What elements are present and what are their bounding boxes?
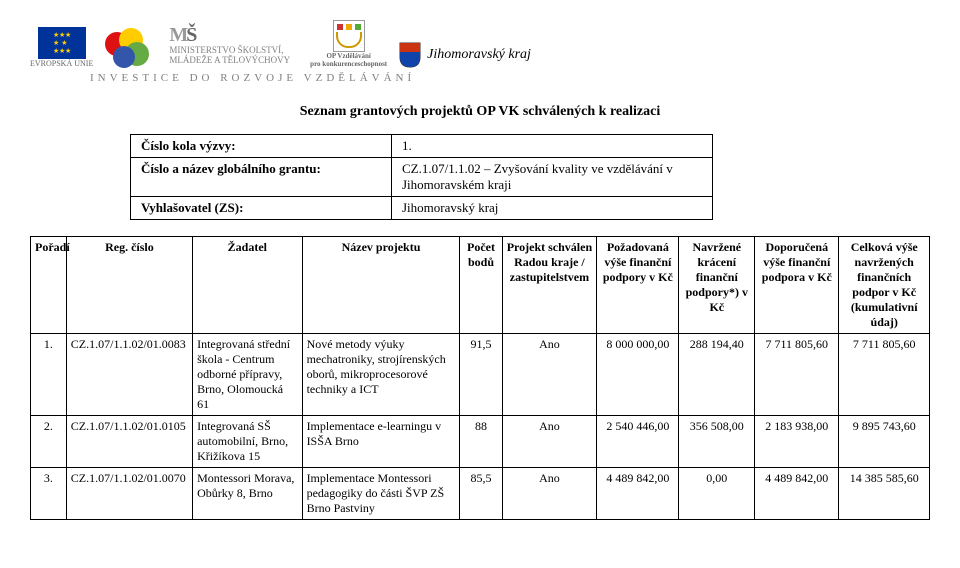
cell-zadatel: Integrovaná SŠ automobilní, Brno, Křižík… bbox=[193, 416, 302, 468]
table-row: 3. CZ.1.07/1.1.02/01.0070 Montessori Mor… bbox=[31, 468, 930, 520]
meta-value: 1. bbox=[392, 135, 713, 158]
cell-celk: 14 385 585,60 bbox=[839, 468, 930, 520]
cell-schvalen: Ano bbox=[502, 416, 597, 468]
cell-pozad: 2 540 446,00 bbox=[597, 416, 679, 468]
table-row: 1. CZ.1.07/1.1.02/01.0083 Integrovaná st… bbox=[31, 334, 930, 416]
cell-poradi: 1. bbox=[31, 334, 67, 416]
cell-body: 91,5 bbox=[460, 334, 502, 416]
cell-zadatel: Montessori Morava, Obůrky 8, Brno bbox=[193, 468, 302, 520]
jmk-label: Jihomoravský kraj bbox=[427, 47, 531, 63]
tagline: INVESTICE DO ROZVOJE VZDĚLÁVÁNÍ bbox=[90, 72, 930, 84]
col-celk: Celková výše navržených finančních podpo… bbox=[839, 237, 930, 334]
opvk-line2: pro konkurenceschopnost bbox=[310, 60, 387, 68]
meta-row-vyhlasovatel: Vyhlašovatel (ZS): Jihomoravský kraj bbox=[131, 197, 713, 220]
meta-value: Jihomoravský kraj bbox=[392, 197, 713, 220]
meta-row-vyzva: Číslo kola výzvy: 1. bbox=[131, 135, 713, 158]
projects-table: Pořadí Reg. číslo Žadatel Název projektu… bbox=[30, 236, 930, 520]
cell-navrz: 356 508,00 bbox=[679, 416, 755, 468]
cell-nazev: Implementace e-learningu v ISŠA Brno bbox=[302, 416, 460, 468]
opvk-logo: OP Vzdělávání pro konkurenceschopnost bbox=[310, 20, 387, 68]
cell-celk: 7 711 805,60 bbox=[839, 334, 930, 416]
header-logo-row: ★ ★ ★★ ★★ ★ ★ EVROPSKÁ UNIE MŠ MINISTERS… bbox=[30, 20, 930, 68]
col-navrz: Navržené krácení finanční podpory*) v Kč bbox=[679, 237, 755, 334]
meta-label: Číslo a název globálního grantu: bbox=[131, 158, 392, 197]
eu-label: EVROPSKÁ UNIE bbox=[30, 59, 93, 68]
cell-body: 85,5 bbox=[460, 468, 502, 520]
cell-nazev: Implementace Montessori pedagogiky do čá… bbox=[302, 468, 460, 520]
table-header-row: Pořadí Reg. číslo Žadatel Název projektu… bbox=[31, 237, 930, 334]
meta-label: Vyhlašovatel (ZS): bbox=[131, 197, 392, 220]
cell-nazev: Nové metody výuky mechatroniky, strojíre… bbox=[302, 334, 460, 416]
ministry-line2: MLÁDEŽE A TĚLOVÝCHOVY bbox=[169, 56, 290, 66]
col-pozad: Požadovaná výše finanční podpory v Kč bbox=[597, 237, 679, 334]
cell-navrz: 0,00 bbox=[679, 468, 755, 520]
meta-value: CZ.1.07/1.1.02 – Zvyšování kvality ve vz… bbox=[392, 158, 713, 197]
table-row: 2. CZ.1.07/1.1.02/01.0105 Integrovaná SŠ… bbox=[31, 416, 930, 468]
opvk-icon bbox=[333, 20, 365, 52]
cell-dopor: 4 489 842,00 bbox=[755, 468, 839, 520]
col-nazev: Název projektu bbox=[302, 237, 460, 334]
cell-pozad: 8 000 000,00 bbox=[597, 334, 679, 416]
esf-logo bbox=[105, 28, 153, 68]
cell-celk: 9 895 743,60 bbox=[839, 416, 930, 468]
col-schvalen: Projekt schválen Radou kraje / zastupite… bbox=[502, 237, 597, 334]
opvk-line1: OP Vzdělávání bbox=[326, 52, 370, 60]
cell-dopor: 7 711 805,60 bbox=[755, 334, 839, 416]
cell-poradi: 2. bbox=[31, 416, 67, 468]
cell-reg: CZ.1.07/1.1.02/01.0070 bbox=[66, 468, 192, 520]
eu-logo: ★ ★ ★★ ★★ ★ ★ EVROPSKÁ UNIE bbox=[30, 27, 93, 68]
cell-zadatel: Integrovaná střední škola - Centrum odbo… bbox=[193, 334, 302, 416]
cell-pozad: 4 489 842,00 bbox=[597, 468, 679, 520]
ministry-label: MŠ MINISTERSTVO ŠKOLSTVÍ, MLÁDEŽE A TĚLO… bbox=[169, 24, 290, 68]
cell-body: 88 bbox=[460, 416, 502, 468]
document-title: Seznam grantových projektů OP VK schvále… bbox=[30, 104, 930, 120]
col-dopor: Doporučená výše finanční podpora v Kč bbox=[755, 237, 839, 334]
col-poradi: Pořadí bbox=[31, 237, 67, 334]
meta-table: Číslo kola výzvy: 1. Číslo a název globá… bbox=[130, 134, 713, 220]
cell-reg: CZ.1.07/1.1.02/01.0105 bbox=[66, 416, 192, 468]
meta-label: Číslo kola výzvy: bbox=[131, 135, 392, 158]
eu-flag-icon: ★ ★ ★★ ★★ ★ ★ bbox=[38, 27, 86, 59]
jmk-shield-icon bbox=[399, 42, 421, 68]
cell-schvalen: Ano bbox=[502, 468, 597, 520]
col-reg: Reg. číslo bbox=[66, 237, 192, 334]
table-body: 1. CZ.1.07/1.1.02/01.0083 Integrovaná st… bbox=[31, 334, 930, 520]
meta-row-grant: Číslo a název globálního grantu: CZ.1.07… bbox=[131, 158, 713, 197]
cell-navrz: 288 194,40 bbox=[679, 334, 755, 416]
cell-reg: CZ.1.07/1.1.02/01.0083 bbox=[66, 334, 192, 416]
ministry-ms-icon: MŠ bbox=[169, 24, 290, 46]
cell-poradi: 3. bbox=[31, 468, 67, 520]
cell-schvalen: Ano bbox=[502, 334, 597, 416]
jmk-logo: Jihomoravský kraj bbox=[399, 42, 531, 68]
cell-dopor: 2 183 938,00 bbox=[755, 416, 839, 468]
esf-icon bbox=[105, 28, 153, 68]
col-zadatel: Žadatel bbox=[193, 237, 302, 334]
col-body: Počet bodů bbox=[460, 237, 502, 334]
